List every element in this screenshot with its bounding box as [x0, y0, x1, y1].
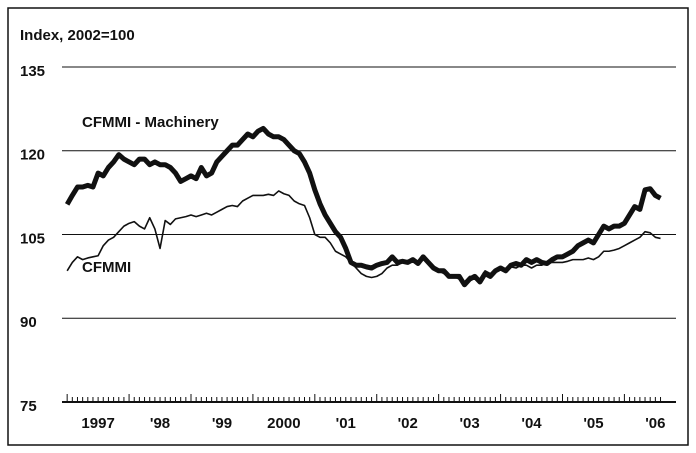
y-tick-label: 75: [20, 398, 37, 415]
frame: [7, 7, 689, 446]
y-tick-label: 105: [20, 230, 45, 247]
x-tick-label: 1997: [81, 415, 114, 432]
x-tick-label: '03: [459, 415, 479, 432]
annotation: CFMMI: [82, 259, 131, 276]
y-tick-label: 120: [20, 147, 45, 164]
annotation: CFMMI - Machinery: [82, 114, 219, 131]
x-tick-label: '05: [583, 415, 603, 432]
x-tick-label: '04: [521, 415, 542, 432]
y-tick-label: 135: [20, 63, 45, 80]
x-tick-label: '01: [336, 415, 356, 432]
series-line: [64, 125, 662, 288]
series-line: [66, 190, 661, 283]
x-tick-label: '99: [212, 415, 232, 432]
x-tick-label: '02: [398, 415, 418, 432]
y-tick-label: 90: [20, 314, 37, 331]
x-tick-label: '98: [150, 415, 170, 432]
x-tick-label: 2000: [267, 415, 300, 432]
chart-title: Index, 2002=100: [20, 27, 135, 44]
x-tick-label: '06: [645, 415, 665, 432]
